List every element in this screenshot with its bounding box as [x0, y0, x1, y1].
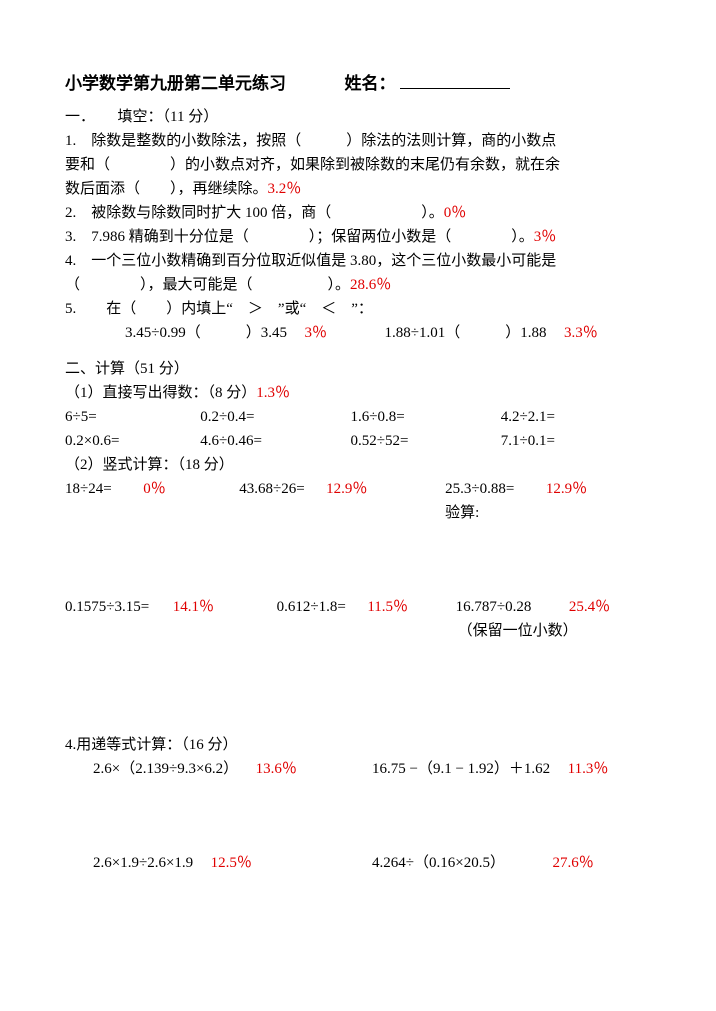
- q1-line3: 数后面添（ ），再继续除。3.2％: [65, 177, 651, 201]
- v2b-pct: 11.5％: [367, 599, 408, 615]
- s2a-pct: 12.5％: [211, 855, 252, 871]
- vert-row1-check: 验算:: [65, 501, 651, 525]
- s1a: 2.6×（2.139÷9.3×6.2） 13.6％: [93, 757, 372, 781]
- s2a-text: 2.6×1.9÷2.6×1.9: [93, 855, 193, 871]
- v2b: 0.612÷1.8= 11.5％: [277, 595, 456, 619]
- q2-pct: 0％: [444, 205, 467, 221]
- q5-a: 3.45÷0.99（ ）3.45: [125, 325, 287, 341]
- q5-b: 1.88÷1.01（ ）1.88: [385, 325, 547, 341]
- vert-row2: 0.1575÷3.15= 14.1％ 0.612÷1.8= 11.5％ 16.7…: [65, 595, 651, 619]
- q1-pct: 3.2％: [268, 181, 302, 197]
- v1b-pct: 12.9％: [326, 481, 367, 497]
- s1a-pct: 13.6％: [256, 761, 297, 777]
- q5-b-pct: 3.3％: [564, 325, 598, 341]
- m2d: 7.1÷0.1=: [501, 429, 651, 453]
- s2b: 4.264÷（0.16×20.5） 27.6％: [372, 851, 651, 875]
- m2b: 4.6÷0.46=: [200, 429, 350, 453]
- v1a-pct: 0％: [143, 481, 166, 497]
- q1-line3-text: 数后面添（ ），再继续除。: [65, 181, 268, 197]
- s1b-text: 16.75 −（9.1 − 1.92）＋1.62: [372, 761, 550, 777]
- m1d: 4.2÷2.1=: [501, 405, 651, 429]
- v2c-text: 16.787÷0.28: [456, 599, 532, 615]
- q1-line2: 要和（ ）的小数点对齐，如果除到被除数的末尾仍有余数，就在余: [65, 153, 651, 177]
- name-label: 姓名：: [345, 74, 396, 93]
- s1b-pct: 11.3％: [568, 761, 609, 777]
- q1-line1: 1. 除数是整数的小数除法，按照（ ）除法的法则计算，商的小数点: [65, 129, 651, 153]
- mental-row1: 6÷5= 0.2÷0.4= 1.6÷0.8= 4.2÷2.1=: [65, 405, 651, 429]
- q2-text: 2. 被除数与除数同时扩大 100 倍，商（ ）。: [65, 205, 444, 221]
- v1a: 18÷24= 0％: [65, 477, 239, 501]
- q5-a-pct: 3％: [304, 325, 327, 341]
- q4-line2: （ ），最大可能是（ ）。28.6％: [65, 273, 651, 297]
- v1b-text: 43.68÷26=: [239, 481, 304, 497]
- q3-pct: 3％: [534, 229, 557, 245]
- s1b: 16.75 −（9.1 − 1.92）＋1.62 11.3％: [372, 757, 651, 781]
- s2b-text: 4.264÷（0.16×20.5）: [372, 855, 505, 871]
- sub1-pct: 1.3％: [256, 385, 290, 401]
- q2: 2. 被除数与除数同时扩大 100 倍，商（ ）。0％: [65, 201, 651, 225]
- sub1-text: （1）直接写出得数：（8 分）: [65, 385, 256, 401]
- q5-line: 3.45÷0.99（ ）3.45 3％ 1.88÷1.01（ ）1.88 3.3…: [65, 321, 651, 345]
- q3: 3. 7.986 精确到十分位是（ ）；保留两位小数是（ ）。3％: [65, 225, 651, 249]
- q4-line2-text: （ ），最大可能是（ ）。: [65, 277, 350, 293]
- page-title: 小学数学第九册第二单元练习 姓名：: [65, 70, 651, 97]
- m1b: 0.2÷0.4=: [200, 405, 350, 429]
- v2a-text: 0.1575÷3.15=: [65, 599, 149, 615]
- vert-row2-note: （保留一位小数）: [65, 619, 651, 643]
- sub1: （1）直接写出得数：（8 分）1.3％: [65, 381, 651, 405]
- s1a-text: 2.6×（2.139÷9.3×6.2）: [93, 761, 238, 777]
- vert-row1: 18÷24= 0％ 43.68÷26= 12.9％ 25.3÷0.88= 12.…: [65, 477, 651, 501]
- v1c-text: 25.3÷0.88=: [445, 481, 514, 497]
- check-label: 验算:: [445, 501, 651, 525]
- q3-text: 3. 7.986 精确到十分位是（ ）；保留两位小数是（ ）。: [65, 229, 534, 245]
- section1-heading: 一． 填空：（11 分）: [65, 105, 651, 129]
- q5-heading: 5. 在（ ）内填上“ ＞ ”或“ ＜ ”：: [65, 297, 651, 321]
- v2a-pct: 14.1％: [173, 599, 214, 615]
- m2a: 0.2×0.6=: [65, 429, 200, 453]
- m2c: 0.52÷52=: [350, 429, 500, 453]
- q4-line1: 4. 一个三位小数精确到百分位取近似值是 3.80，这个三位小数最小可能是: [65, 249, 651, 273]
- v1c: 25.3÷0.88= 12.9％: [445, 477, 651, 501]
- m1a: 6÷5=: [65, 405, 200, 429]
- v2b-text: 0.612÷1.8=: [277, 599, 346, 615]
- m1c: 1.6÷0.8=: [350, 405, 500, 429]
- v2c: 16.787÷0.28 25.4％: [456, 595, 651, 619]
- v2c-pct: 25.4％: [569, 599, 610, 615]
- v1a-text: 18÷24=: [65, 481, 112, 497]
- step-row1: 2.6×（2.139÷9.3×6.2） 13.6％ 16.75 −（9.1 − …: [65, 757, 651, 781]
- section4-heading: 4.用递等式计算：（16 分）: [65, 733, 651, 757]
- mental-row2: 0.2×0.6= 4.6÷0.46= 0.52÷52= 7.1÷0.1=: [65, 429, 651, 453]
- step-row2: 2.6×1.9÷2.6×1.9 12.5％ 4.264÷（0.16×20.5） …: [65, 851, 651, 875]
- section2-heading: 二、计算（51 分）: [65, 357, 651, 381]
- s2b-pct: 27.6％: [552, 855, 593, 871]
- name-blank: [400, 88, 510, 89]
- q4-pct: 28.6％: [350, 277, 391, 293]
- keep-note: （保留一位小数）: [452, 619, 651, 643]
- s2a: 2.6×1.9÷2.6×1.9 12.5％: [93, 851, 372, 875]
- sub2: （2）竖式计算：（18 分）: [65, 453, 651, 477]
- title-main: 小学数学第九册第二单元练习: [65, 74, 286, 93]
- v2a: 0.1575÷3.15= 14.1％: [65, 595, 277, 619]
- v1c-pct: 12.9％: [546, 481, 587, 497]
- v1b: 43.68÷26= 12.9％: [239, 477, 445, 501]
